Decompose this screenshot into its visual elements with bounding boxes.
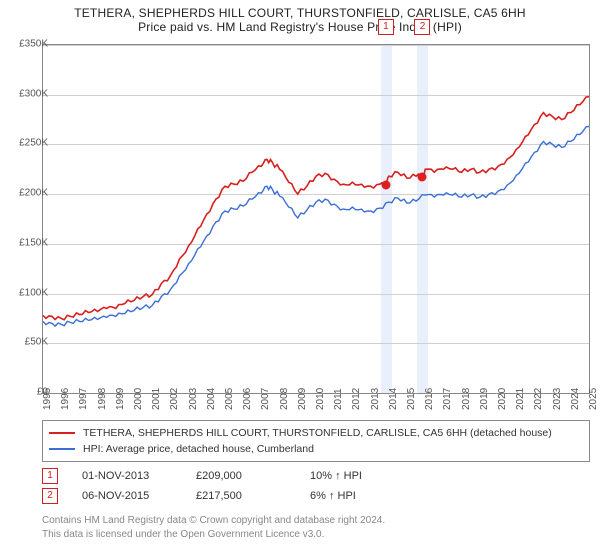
x-axis-label: 1996 [60,388,71,410]
x-axis-label: 2009 [297,388,308,410]
sales-table: 1 01-NOV-2013 £209,000 10% ↑ HPI 2 06-NOV-201… [42,466,590,506]
legend-text: TETHERA, SHEPHERDS HILL COURT, THURSTONF… [83,427,552,439]
sale-marker-label: 1 [378,19,394,35]
x-axis-label: 2022 [533,388,544,410]
legend-text: HPI: Average price, detached house, Cumb… [83,443,314,455]
x-axis-label: 2023 [552,388,563,410]
y-axis-label: £100K [8,287,48,298]
sale-row: 2 06-NOV-2015 £217,500 6% ↑ HPI [42,486,590,506]
x-axis-label: 2003 [188,388,199,410]
x-axis-label: 1999 [115,388,126,410]
x-axis-label: 2001 [151,388,162,410]
y-axis-label: £50K [8,337,48,348]
legend-swatch [49,448,75,450]
sale-index-box: 1 [42,468,58,484]
sale-vs-hpi: 6% ↑ HPI [310,490,400,502]
x-axis-label: 2005 [224,388,235,410]
sale-date: 06-NOV-2015 [82,490,172,502]
sale-price: £217,500 [196,490,286,502]
series-line [43,97,589,320]
sale-index-box: 2 [42,488,58,504]
x-axis-label: 2025 [588,388,599,410]
x-axis-label: 2020 [497,388,508,410]
x-axis-label: 2021 [515,388,526,410]
legend-box: TETHERA, SHEPHERDS HILL COURT, THURSTONF… [42,420,590,462]
footnote-line-2: This data is licensed under the Open Gov… [42,528,590,542]
x-axis-label: 2008 [279,388,290,410]
x-axis-label: 2013 [370,388,381,410]
legend-swatch [49,432,75,434]
legend-item: TETHERA, SHEPHERDS HILL COURT, THURSTONF… [49,425,583,441]
y-axis-label: £300K [8,88,48,99]
sale-price: £209,000 [196,470,286,482]
x-axis-label: 1997 [78,388,89,410]
line-series-svg [43,45,589,393]
legend-item: HPI: Average price, detached house, Cumb… [49,441,583,457]
series-line [43,127,589,327]
x-axis-label: 2012 [351,388,362,410]
x-axis-label: 1998 [97,388,108,410]
x-axis-label: 2004 [206,388,217,410]
x-axis-label: 2011 [333,388,344,410]
title-line-1: TETHERA, SHEPHERDS HILL COURT, THURSTONF… [0,6,600,20]
y-axis-label: £150K [8,237,48,248]
y-axis-label: £250K [8,138,48,149]
sale-vs-hpi: 10% ↑ HPI [310,470,400,482]
x-axis-label: 2018 [461,388,472,410]
sale-date: 01-NOV-2013 [82,470,172,482]
x-axis-label: 2000 [133,388,144,410]
footnote-line-1: Contains HM Land Registry data © Crown c… [42,514,590,528]
sale-marker-label: 2 [414,19,430,35]
attribution-footnote: Contains HM Land Registry data © Crown c… [42,514,590,541]
x-axis-label: 2024 [570,388,581,410]
x-axis-label: 2006 [242,388,253,410]
x-axis-label: 2002 [169,388,180,410]
title-line-2: Price paid vs. HM Land Registry's House … [0,20,600,34]
x-axis-label: 2019 [479,388,490,410]
x-axis-label: 2015 [406,388,417,410]
chart-plot-area: 12 [42,44,590,394]
x-axis-label: 2016 [424,388,435,410]
x-axis-label: 2014 [388,388,399,410]
x-axis-label: 2017 [442,388,453,410]
y-axis-label: £200K [8,188,48,199]
x-axis-label: 2007 [260,388,271,410]
sale-row: 1 01-NOV-2013 £209,000 10% ↑ HPI [42,466,590,486]
x-axis-label: 1995 [42,388,53,410]
y-axis-label: £350K [8,39,48,50]
x-axis-label: 2010 [315,388,326,410]
chart-title-block: TETHERA, SHEPHERDS HILL COURT, THURSTONF… [0,0,600,34]
